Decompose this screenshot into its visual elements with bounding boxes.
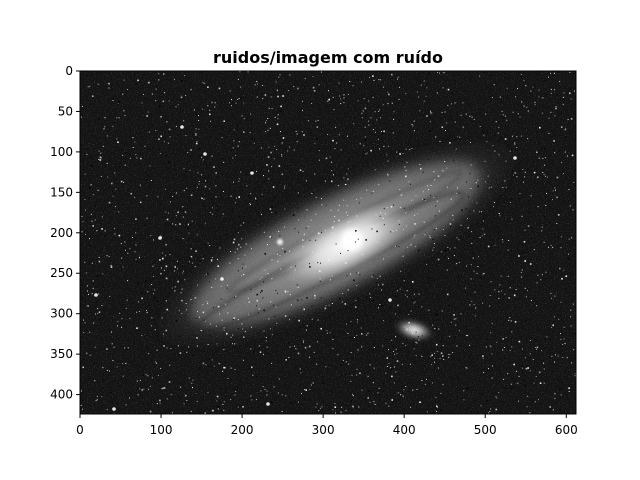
y-tick-label: 400 bbox=[50, 388, 73, 402]
y-tick-label: 150 bbox=[50, 185, 73, 199]
x-axis: 0 100 200 300 400 500 600 bbox=[76, 414, 578, 437]
y-tick-label: 50 bbox=[58, 104, 73, 118]
x-tick-label: 500 bbox=[474, 423, 497, 437]
x-tick-label: 100 bbox=[150, 423, 173, 437]
y-tick-label: 0 bbox=[65, 64, 73, 78]
x-tick-label: 400 bbox=[393, 423, 416, 437]
x-tick-label: 200 bbox=[231, 423, 254, 437]
x-tick-label: 0 bbox=[76, 423, 84, 437]
y-tick-label: 100 bbox=[50, 145, 73, 159]
y-tick-label: 350 bbox=[50, 347, 73, 361]
y-axis: 0 50 100 150 200 250 300 350 400 bbox=[50, 64, 80, 402]
y-tick-label: 300 bbox=[50, 307, 73, 321]
y-tick-label: 200 bbox=[50, 226, 73, 240]
axes-frame bbox=[79, 70, 577, 415]
galaxy-image bbox=[80, 71, 576, 414]
chart-title: ruidos/imagem com ruído bbox=[213, 48, 443, 67]
x-tick-label: 300 bbox=[312, 423, 335, 437]
x-tick-label: 600 bbox=[555, 423, 578, 437]
y-tick-label: 250 bbox=[50, 266, 73, 280]
